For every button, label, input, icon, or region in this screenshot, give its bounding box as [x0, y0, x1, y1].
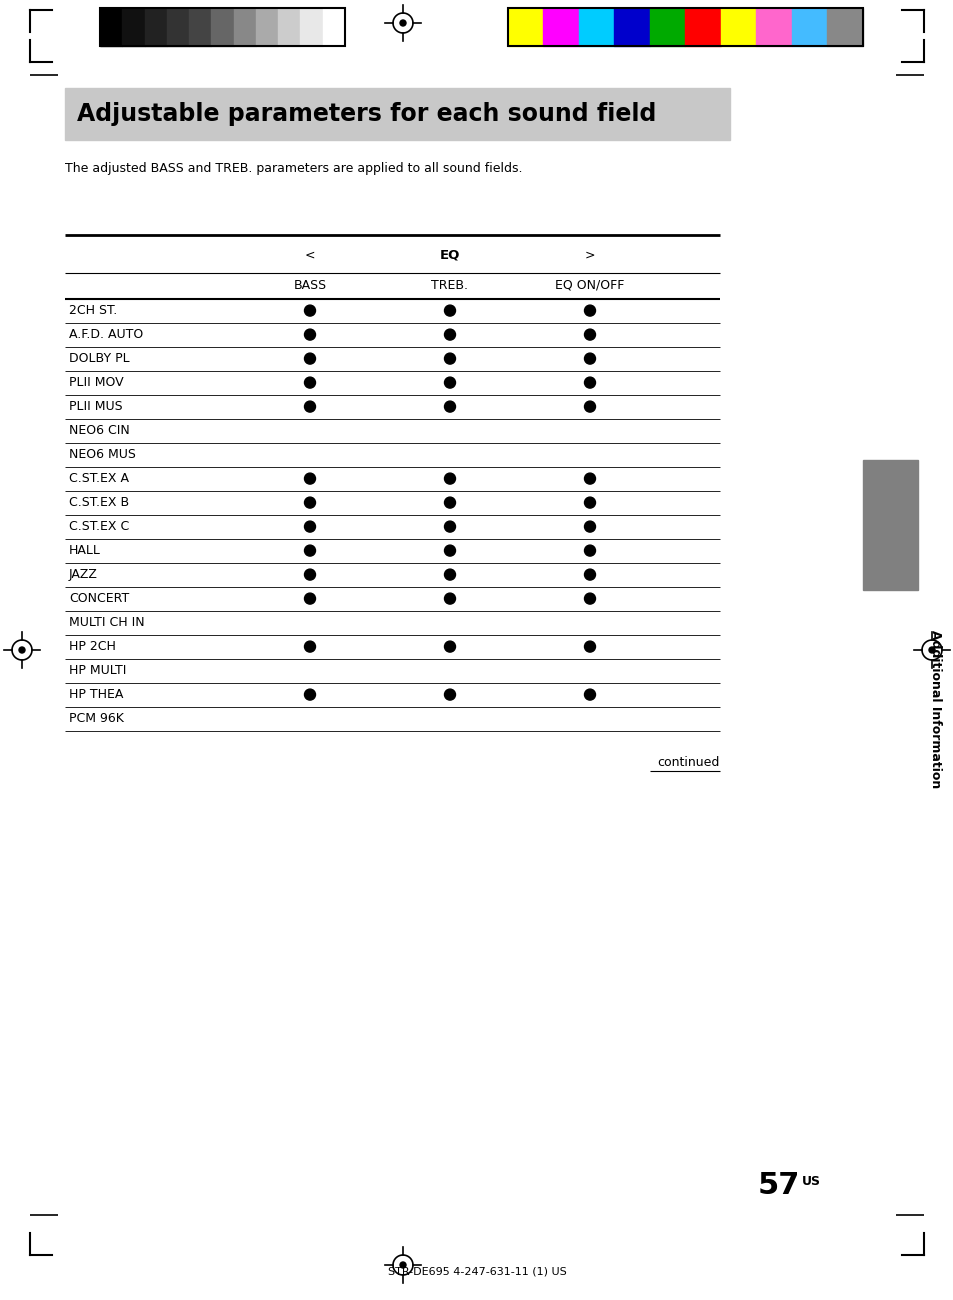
Circle shape [584, 497, 595, 508]
Text: PCM 96K: PCM 96K [69, 712, 124, 725]
Bar [212, 8, 233, 46]
Circle shape [444, 329, 455, 341]
Bar [100, 8, 122, 46]
Circle shape [928, 647, 934, 653]
Bar [791, 8, 826, 46]
Circle shape [444, 593, 455, 605]
Text: A.F.D. AUTO: A.F.D. AUTO [69, 328, 143, 341]
Circle shape [304, 354, 315, 364]
Circle shape [444, 306, 455, 316]
Circle shape [304, 641, 315, 653]
Text: 2CH ST.: 2CH ST. [69, 304, 117, 317]
Text: NEO6 CIN: NEO6 CIN [69, 424, 130, 437]
Bar [862, 460, 917, 590]
Text: continued: continued [657, 755, 720, 768]
Bar [233, 8, 255, 46]
Text: CONCERT: CONCERT [69, 592, 129, 604]
Circle shape [399, 1262, 406, 1268]
Text: C.ST.EX B: C.ST.EX B [69, 497, 129, 510]
Circle shape [584, 569, 595, 580]
Bar [614, 8, 649, 46]
Circle shape [584, 521, 595, 532]
Circle shape [584, 689, 595, 701]
Circle shape [304, 497, 315, 508]
Text: DOLBY PL: DOLBY PL [69, 352, 130, 365]
Text: 57: 57 [757, 1171, 800, 1200]
Circle shape [444, 521, 455, 532]
Circle shape [584, 473, 595, 484]
Bar [507, 8, 862, 46]
Circle shape [304, 377, 315, 389]
Text: PLII MUS: PLII MUS [69, 400, 123, 413]
Circle shape [584, 377, 595, 389]
Text: JAZZ: JAZZ [69, 568, 98, 581]
Bar [720, 8, 756, 46]
Circle shape [304, 306, 315, 316]
Circle shape [584, 354, 595, 364]
Circle shape [444, 473, 455, 484]
Circle shape [304, 473, 315, 484]
Bar [167, 8, 189, 46]
Circle shape [304, 593, 315, 605]
Bar [756, 8, 791, 46]
Text: STR-DE695 4-247-631-11 (1) US: STR-DE695 4-247-631-11 (1) US [387, 1268, 566, 1277]
Bar [122, 8, 145, 46]
Circle shape [444, 569, 455, 580]
Text: Additional Information: Additional Information [928, 630, 942, 788]
Circle shape [304, 569, 315, 580]
Bar [300, 8, 322, 46]
Bar [649, 8, 685, 46]
Text: HP THEA: HP THEA [69, 688, 123, 701]
Text: BASS: BASS [294, 280, 326, 292]
Bar [145, 8, 167, 46]
Text: The adjusted BASS and TREB. parameters are applied to all sound fields.: The adjusted BASS and TREB. parameters a… [65, 162, 522, 176]
Bar [100, 8, 345, 46]
Bar [507, 8, 543, 46]
Circle shape [304, 402, 315, 412]
Bar [543, 8, 578, 46]
Text: MULTI CH IN: MULTI CH IN [69, 616, 145, 629]
Circle shape [584, 545, 595, 556]
Text: PLII MOV: PLII MOV [69, 376, 124, 389]
Circle shape [399, 20, 406, 26]
Circle shape [444, 377, 455, 389]
Text: US: US [801, 1175, 821, 1188]
Text: >: > [584, 248, 595, 261]
Text: <: < [304, 248, 314, 261]
Circle shape [19, 647, 25, 653]
Text: HP MULTI: HP MULTI [69, 664, 126, 677]
Bar [826, 8, 862, 46]
Circle shape [444, 497, 455, 508]
Bar [255, 8, 278, 46]
Circle shape [584, 641, 595, 653]
Bar [189, 8, 212, 46]
Text: C.ST.EX A: C.ST.EX A [69, 472, 129, 485]
Circle shape [584, 329, 595, 341]
Text: EQ: EQ [439, 248, 459, 261]
Text: TREB.: TREB. [431, 280, 468, 292]
Text: C.ST.EX C: C.ST.EX C [69, 520, 129, 533]
Text: EQ ON/OFF: EQ ON/OFF [555, 280, 624, 292]
Circle shape [304, 545, 315, 556]
Text: HP 2CH: HP 2CH [69, 640, 115, 653]
Circle shape [444, 402, 455, 412]
Circle shape [444, 354, 455, 364]
Text: NEO6 MUS: NEO6 MUS [69, 448, 135, 461]
Text: Adjustable parameters for each sound field: Adjustable parameters for each sound fie… [77, 101, 656, 126]
Bar [578, 8, 614, 46]
Circle shape [584, 402, 595, 412]
Circle shape [584, 593, 595, 605]
Circle shape [304, 521, 315, 532]
Bar [322, 8, 345, 46]
Circle shape [584, 306, 595, 316]
Circle shape [304, 689, 315, 701]
Text: HALL: HALL [69, 545, 101, 558]
Circle shape [444, 689, 455, 701]
Bar [685, 8, 720, 46]
Circle shape [444, 545, 455, 556]
Circle shape [444, 641, 455, 653]
Bar [65, 88, 729, 140]
Circle shape [304, 329, 315, 341]
Bar [278, 8, 300, 46]
